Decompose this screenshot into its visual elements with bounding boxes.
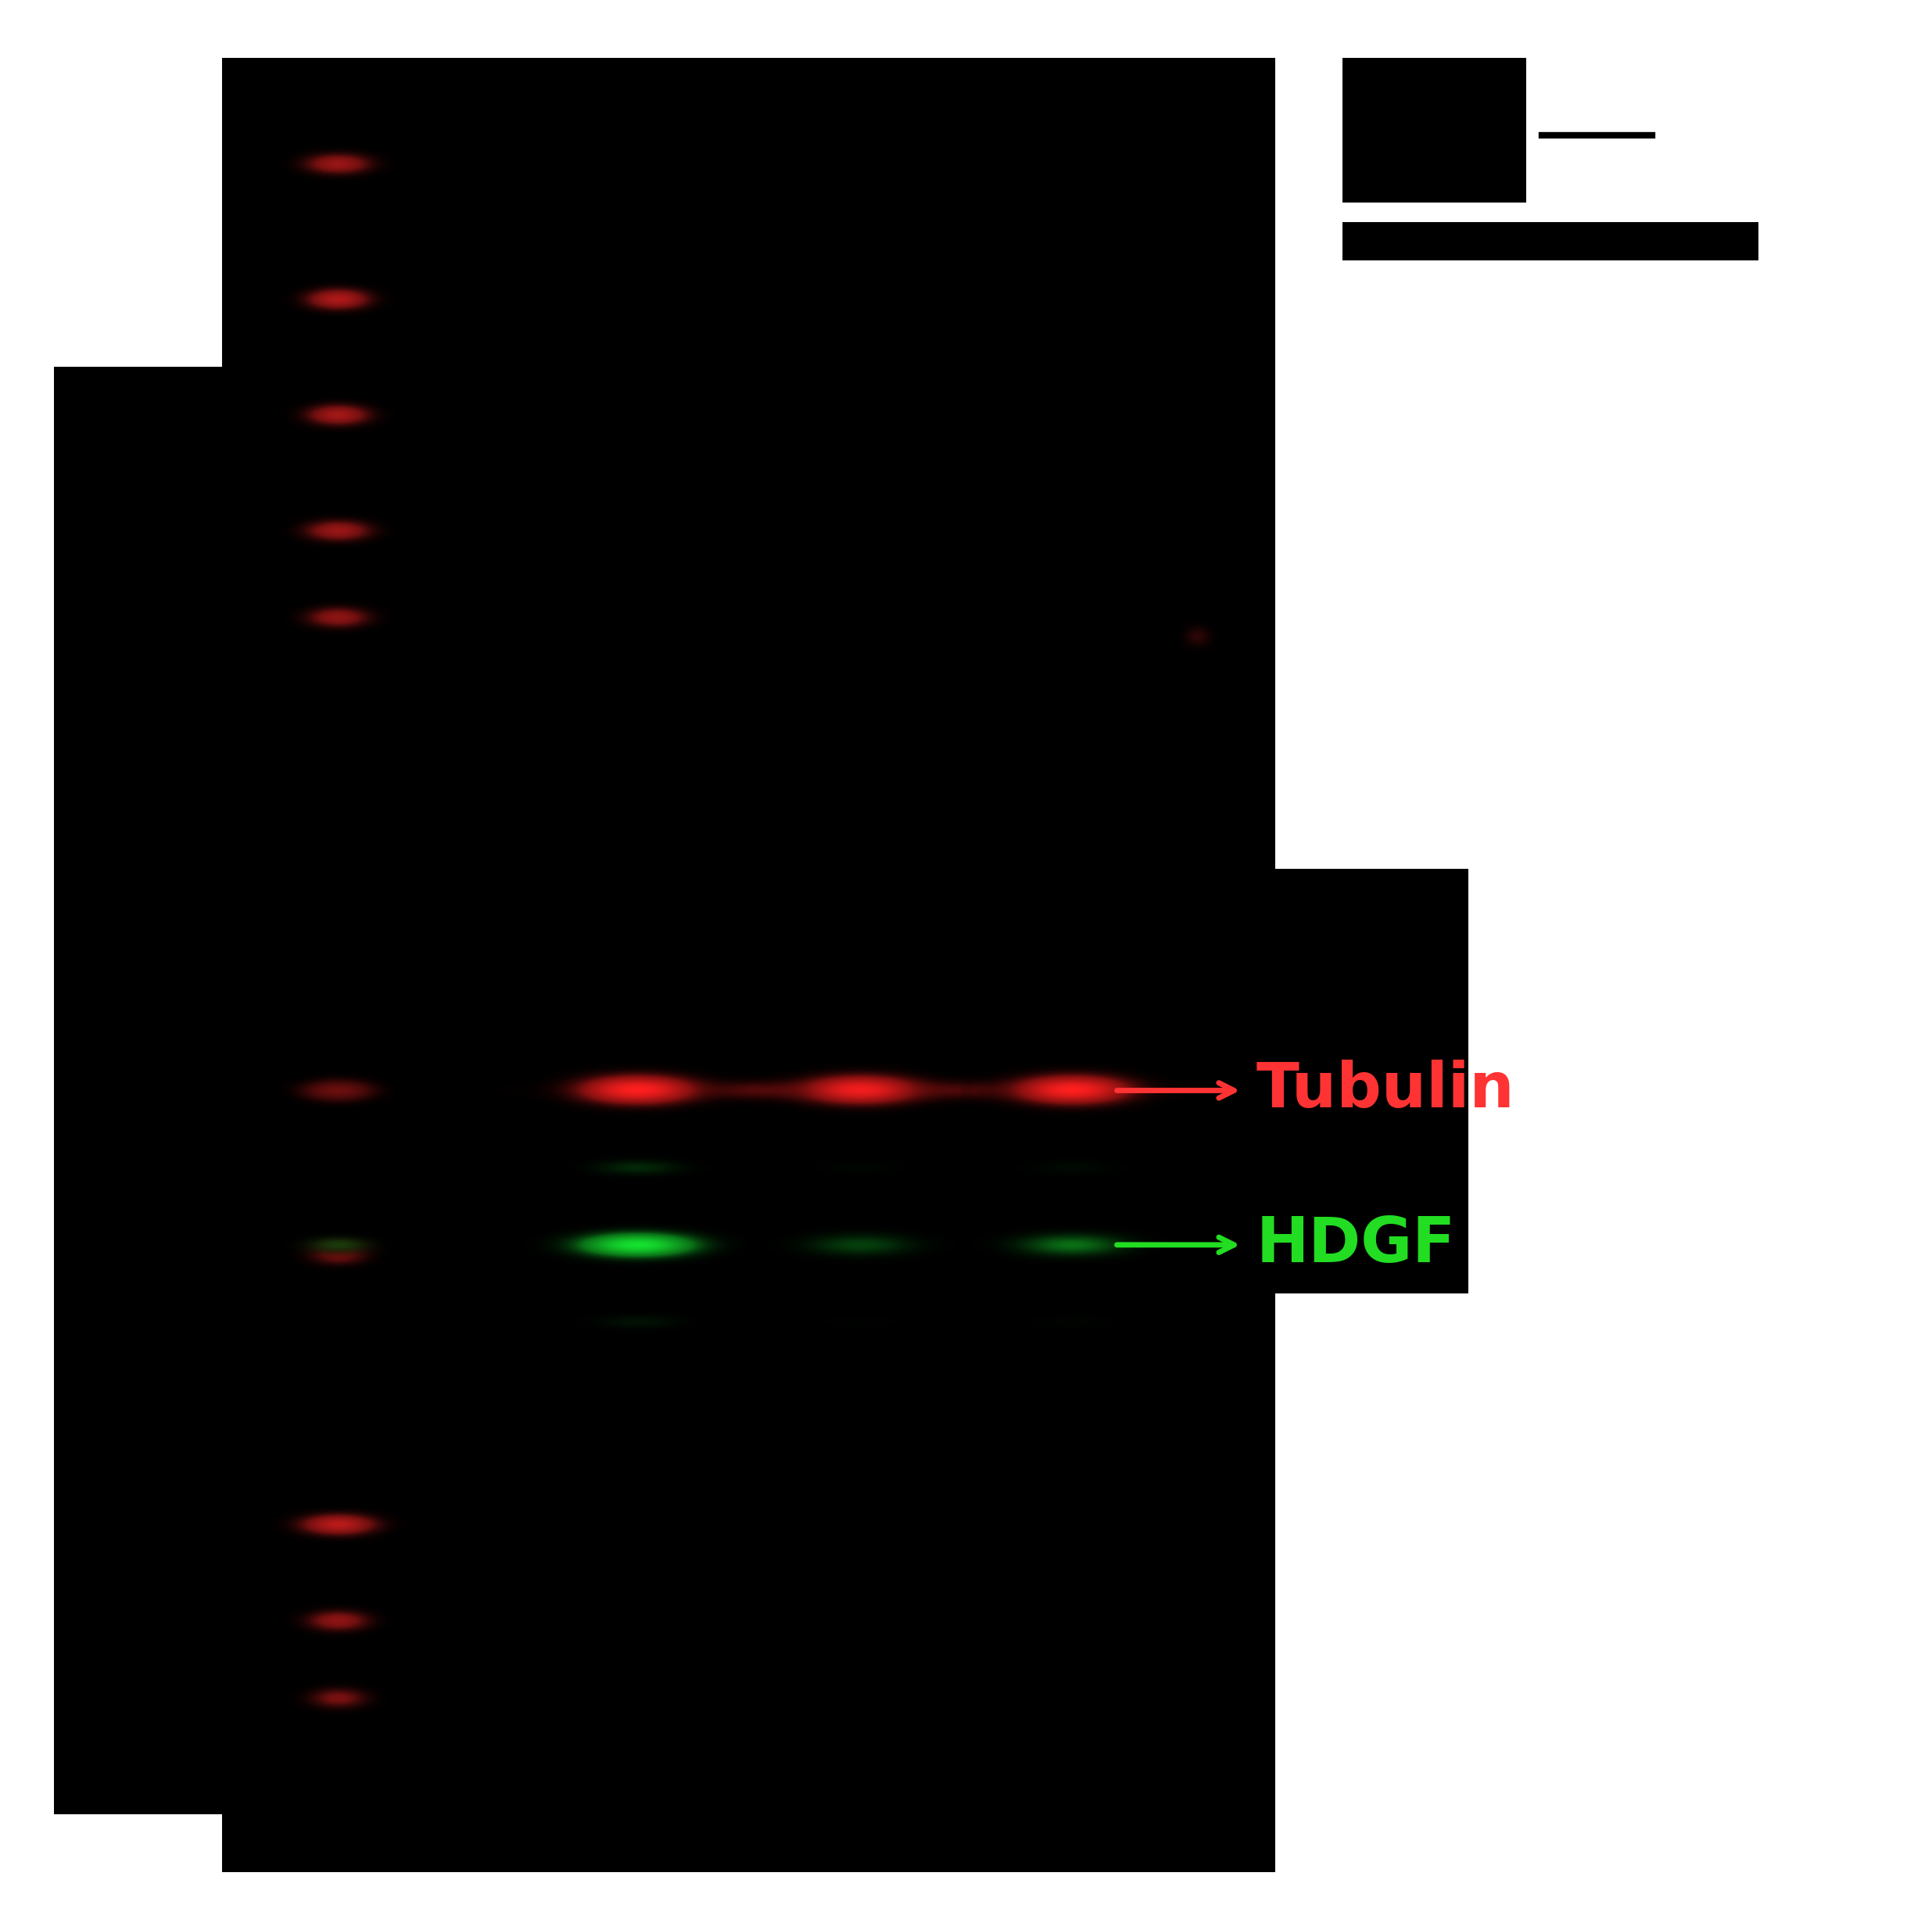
Bar bbox=[222, 58, 1275, 1872]
Bar bbox=[1343, 222, 1758, 261]
Bar bbox=[1092, 869, 1468, 1293]
Bar bbox=[222, 58, 444, 174]
Bar bbox=[54, 367, 222, 1814]
Text: Tubulin: Tubulin bbox=[1256, 1060, 1515, 1121]
Bar bbox=[54, 1583, 222, 1679]
Bar bbox=[1343, 58, 1526, 203]
Text: HDGF: HDGF bbox=[1256, 1214, 1455, 1276]
